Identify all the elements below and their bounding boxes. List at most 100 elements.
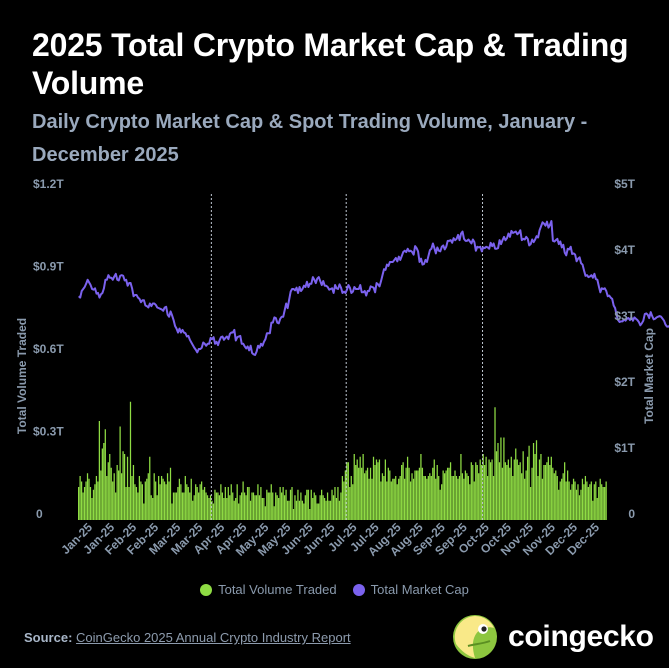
volume-bar	[319, 495, 321, 520]
volume-bar	[260, 487, 262, 520]
volume-bar	[568, 481, 570, 520]
volume-bar	[315, 495, 317, 520]
volume-bar	[190, 478, 192, 520]
volume-bar	[291, 487, 293, 520]
volume-bar	[435, 478, 437, 520]
volume-bar	[297, 489, 299, 520]
volume-bar	[101, 448, 103, 520]
volume-bar	[503, 437, 505, 520]
volume-bar	[446, 467, 449, 520]
volume-bar	[318, 503, 320, 520]
volume-bar	[217, 492, 219, 520]
volume-bar	[349, 487, 351, 520]
volume-bar	[113, 473, 115, 520]
volume-bar	[226, 498, 228, 520]
volume-bar	[544, 465, 547, 520]
volume-bar	[122, 451, 124, 520]
volume-bar	[106, 476, 108, 520]
volume-bar	[377, 462, 379, 520]
volume-bar	[449, 462, 452, 520]
volume-bar	[513, 459, 515, 520]
volume-bar	[372, 456, 375, 520]
volume-bar	[529, 487, 532, 520]
volume-bar	[504, 462, 507, 520]
volume-bar	[264, 506, 266, 520]
volume-bar	[193, 495, 195, 520]
volume-bar	[497, 443, 499, 520]
volume-bar	[363, 473, 366, 520]
volume-bar	[150, 495, 152, 520]
volume-bar	[531, 467, 533, 520]
volume-bar	[411, 473, 413, 520]
volume-bar	[359, 456, 361, 520]
volume-bar	[162, 478, 164, 520]
left-tick-label: $0.3T	[33, 425, 64, 439]
volume-bar	[98, 421, 101, 520]
volume-bar	[109, 454, 111, 520]
volume-bar	[525, 470, 527, 520]
legend: Total Volume Traded Total Market Cap	[0, 582, 669, 597]
volume-bar	[203, 487, 206, 520]
volume-bar	[421, 467, 424, 520]
volume-bar	[202, 489, 204, 520]
right-axis-title: Total Market Cap	[642, 328, 656, 424]
volume-bar	[128, 487, 130, 520]
volume-bar	[396, 484, 398, 520]
volume-bar	[309, 509, 311, 520]
volume-bar	[442, 470, 444, 520]
source-link[interactable]: CoinGecko 2025 Annual Crypto Industry Re…	[76, 630, 351, 645]
volume-bar	[470, 462, 472, 520]
volume-bar	[369, 467, 372, 520]
volume-bar	[464, 470, 467, 520]
volume-bar	[429, 473, 431, 520]
right-tick-label: $4T	[614, 243, 635, 257]
volume-bar	[605, 481, 607, 520]
volume-bar	[177, 487, 179, 520]
volume-bar	[306, 489, 308, 520]
volume-bar	[572, 478, 575, 520]
volume-bar	[79, 476, 81, 520]
left-tick-label: $0.6T	[33, 342, 64, 356]
volume-bar	[94, 484, 96, 520]
volume-bar	[183, 492, 185, 520]
volume-bars	[78, 401, 607, 520]
volume-bar	[263, 498, 265, 520]
volume-bar	[135, 487, 138, 520]
volume-bar	[140, 481, 142, 520]
volume-bar	[198, 492, 200, 520]
volume-bar	[355, 465, 357, 520]
volume-bar	[469, 484, 471, 520]
volume-bar	[540, 454, 542, 520]
volume-bar	[580, 489, 582, 520]
volume-bar	[241, 492, 243, 520]
volume-bar	[408, 467, 410, 520]
volume-bar	[564, 462, 566, 520]
volume-bar	[321, 489, 323, 520]
right-tick-label: 0	[628, 507, 635, 521]
volume-bar	[189, 492, 191, 520]
volume-bar	[233, 500, 235, 520]
volume-bar	[83, 487, 86, 520]
source-note: Source: CoinGecko 2025 Annual Crypto Ind…	[24, 630, 351, 645]
legend-item-volume[interactable]: Total Volume Traded	[200, 582, 337, 597]
volume-bar	[131, 476, 133, 520]
volume-bar	[380, 481, 382, 520]
volume-bar	[144, 481, 146, 520]
volume-bar	[593, 484, 595, 520]
volume-bar	[239, 495, 241, 520]
left-tick-label: 0	[36, 507, 43, 521]
volume-bar	[303, 503, 305, 520]
volume-bar	[590, 481, 592, 520]
volume-bar	[559, 481, 561, 520]
volume-bar	[519, 462, 521, 520]
volume-bar	[126, 456, 129, 520]
legend-item-market-cap[interactable]: Total Market Cap	[352, 582, 469, 597]
volume-bar	[586, 481, 588, 520]
volume-bar	[180, 484, 182, 520]
volume-bar	[549, 465, 551, 520]
volume-bar	[278, 498, 280, 520]
volume-bar	[220, 484, 222, 520]
volume-bar	[168, 481, 170, 520]
volume-bar	[304, 495, 306, 520]
volume-bar	[417, 470, 419, 520]
